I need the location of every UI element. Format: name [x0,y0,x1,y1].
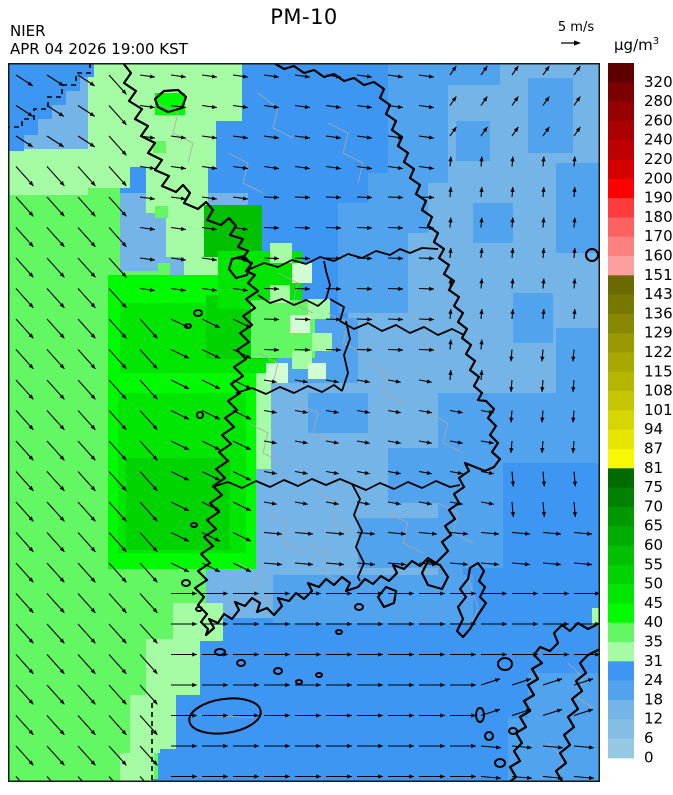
colorbar-label: 87 [644,440,663,458]
colorbar-cell [608,545,634,566]
colorbar-label: 81 [644,459,663,477]
colorbar-label: 108 [644,382,672,400]
coastlines [122,63,600,782]
colorbar-cell [608,275,634,296]
colorbar-legend: 320 280 260 240 220 200 190 180 170 160 151 143 136 1… [608,63,672,793]
colorbar-label: 122 [644,343,672,361]
colorbar-cell [608,603,634,624]
colorbar-label: 160 [644,247,672,265]
domain-boundary-dashed [8,63,153,782]
colorbar-cell [608,217,634,238]
colorbar-cell [608,506,634,527]
colorbar-label: 65 [644,517,663,535]
wind-scale-label: 5 m/s [557,20,595,35]
province-borders [211,247,465,582]
colorbar-cell [608,371,634,392]
colorbar-cell [608,82,634,103]
colorbar-cell [608,352,634,373]
colorbar-cell [608,622,634,643]
colorbar-cell [608,680,634,701]
forecast-datetime: APR 04 2026 19:00 KST [10,40,188,58]
colorbar-cell [608,661,634,682]
map-svg [8,63,600,782]
colorbar-cell [608,410,634,431]
colorbar-cell [608,449,634,469]
colorbar-cell [608,738,634,759]
colorbar-label: 240 [644,131,672,149]
colorbar-label: 200 [644,169,672,187]
colorbar-label: 50 [644,575,663,593]
colorbar-cell [608,487,634,508]
colorbar-cell [608,642,634,662]
colorbar-label: 280 [644,92,672,110]
colorbar-cell [608,333,634,353]
colorbar-label: 75 [644,478,663,496]
colorbar-label: 94 [644,420,663,438]
colorbar-cell [608,526,634,546]
colorbar-label: 55 [644,555,663,573]
colorbar-cell [608,140,634,160]
colorbar-label: 70 [644,497,663,515]
colorbar-label: 190 [644,189,672,207]
colorbar-cell [608,564,634,585]
colorbar-label: 136 [644,304,672,322]
colorbar-cell [608,101,634,122]
colorbar-label: 0 [644,748,654,766]
colorbar-cell [608,584,634,604]
colorbar-label: 60 [644,536,663,554]
colorbar-label: 129 [644,324,672,342]
colorbar-label: 35 [644,633,663,651]
colorbar-label: 101 [644,401,672,419]
unit-label: µg/m3 [614,36,660,54]
colorbar-label: 45 [644,594,663,612]
colorbar-label: 115 [644,362,672,380]
pm10-concentration-map [8,63,600,782]
colorbar-label: 6 [644,729,654,747]
colorbar-label: 143 [644,285,672,303]
colorbar-cell [608,699,634,720]
colorbar-label: 12 [644,710,663,728]
colorbar-label: 220 [644,150,672,168]
colorbar-svg: 3202802602402202001901801701601511431361… [608,63,672,766]
county-borders [157,92,594,779]
colorbar-label: 170 [644,227,672,245]
concentration-field [8,63,600,782]
colorbar-label: 260 [644,111,672,129]
colorbar-label: 180 [644,208,672,226]
colorbar-cell [608,178,634,199]
page-title: PM-10 [270,5,338,29]
colorbar-label: 320 [644,73,672,91]
colorbar-label: 24 [644,671,663,689]
colorbar-label: 31 [644,652,663,670]
colorbar-cell [608,468,634,489]
colorbar-cell [608,719,634,739]
colorbar-cell [608,198,634,218]
colorbar-label: 40 [644,613,663,631]
colorbar-cell [608,159,634,180]
colorbar-label: 151 [644,266,672,284]
colorbar-cell [608,294,634,315]
map-frame [8,63,600,782]
colorbar-label: 18 [644,690,663,708]
colorbar-cell [608,313,634,334]
colorbar-cell [608,120,634,141]
colorbar-cell [608,391,634,411]
agency-label: NIER [10,22,46,40]
colorbar-cell [608,429,634,450]
wind-scale-arrow-icon [561,40,581,46]
wind-vectors [15,65,600,782]
colorbar-cell [608,63,634,83]
colorbar-cell [608,236,634,257]
colorbar-cell [608,256,634,276]
